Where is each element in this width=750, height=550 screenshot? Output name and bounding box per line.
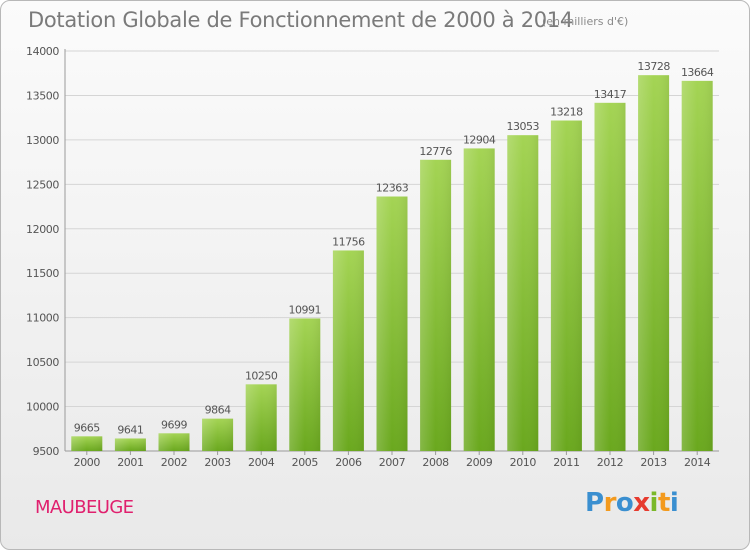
bar-shade-2007 bbox=[376, 196, 408, 451]
value-label-2009: 12904 bbox=[463, 133, 496, 146]
y-tick-label: 12000 bbox=[26, 223, 59, 236]
x-tick-label-2001: 2001 bbox=[117, 456, 143, 469]
logo-letter: x bbox=[633, 488, 650, 518]
y-tick-label: 12500 bbox=[26, 178, 59, 191]
y-tick-label: 11000 bbox=[26, 312, 59, 325]
x-tick-label-2013: 2013 bbox=[640, 456, 667, 469]
bar-shade-2014 bbox=[681, 80, 713, 451]
bar-shade-2010 bbox=[507, 135, 539, 451]
bar-shade-2006 bbox=[332, 250, 364, 451]
y-tick-label: 13500 bbox=[26, 89, 59, 102]
x-tick-label-2010: 2010 bbox=[510, 456, 537, 469]
logo-letter: i bbox=[669, 488, 679, 518]
value-label-2003: 9864 bbox=[205, 404, 231, 417]
x-tick-label-2005: 2005 bbox=[292, 456, 319, 469]
bar-shade-2004 bbox=[245, 384, 277, 451]
bar-shade-2000 bbox=[71, 436, 103, 451]
value-label-2007: 12363 bbox=[376, 182, 409, 195]
y-tick-label: 10500 bbox=[26, 356, 59, 369]
logo-letter: o bbox=[615, 488, 634, 518]
value-label-2004: 10250 bbox=[245, 369, 278, 382]
value-label-2011: 13218 bbox=[550, 106, 583, 119]
value-label-2013: 13728 bbox=[637, 60, 670, 73]
value-label-2014: 13664 bbox=[681, 66, 714, 79]
value-label-2000: 9665 bbox=[74, 421, 100, 434]
x-tick-label-2009: 2009 bbox=[466, 456, 493, 469]
commune-name: MAUBEUGE bbox=[35, 497, 134, 518]
bar-shade-2012 bbox=[594, 102, 626, 452]
x-tick-label-2012: 2012 bbox=[597, 456, 623, 469]
bar-shade-2009 bbox=[463, 148, 495, 451]
value-label-2001: 9641 bbox=[117, 423, 143, 436]
value-label-2002: 9699 bbox=[161, 418, 187, 431]
logo-letter: r bbox=[603, 488, 617, 518]
y-tick-label: 9500 bbox=[33, 445, 60, 458]
chart-subtitle: (en milliers d'€) bbox=[542, 15, 629, 28]
x-tick-label-2007: 2007 bbox=[379, 456, 406, 469]
logo-letter: i bbox=[649, 488, 659, 518]
chart-title: Dotation Globale de Fonctionnement de 20… bbox=[28, 8, 573, 32]
x-tick-label-2000: 2000 bbox=[74, 456, 101, 469]
value-label-2012: 13417 bbox=[594, 88, 627, 101]
bar-shade-2005 bbox=[289, 318, 321, 451]
x-tick-label-2014: 2014 bbox=[684, 456, 711, 469]
value-label-2010: 13053 bbox=[507, 120, 540, 133]
y-tick-label: 10000 bbox=[26, 401, 59, 414]
logo-letter: t bbox=[657, 488, 670, 518]
value-label-2006: 11756 bbox=[332, 235, 365, 248]
y-tick-label: 14000 bbox=[26, 45, 59, 58]
bar-shade-2013 bbox=[638, 75, 670, 451]
x-tick-label-2002: 2002 bbox=[161, 456, 187, 469]
bar-shade-2008 bbox=[420, 159, 452, 452]
bar-shade-2001 bbox=[114, 438, 146, 451]
bar-shade-2003 bbox=[202, 418, 234, 451]
x-tick-label-2004: 2004 bbox=[248, 456, 275, 469]
y-tick-label: 13000 bbox=[26, 134, 59, 147]
x-tick-label-2006: 2006 bbox=[335, 456, 362, 469]
y-tick-label: 11500 bbox=[26, 267, 59, 280]
bar-shade-2011 bbox=[550, 120, 582, 451]
x-tick-label-2008: 2008 bbox=[422, 456, 449, 469]
value-label-2008: 12776 bbox=[419, 145, 452, 158]
x-tick-label-2003: 2003 bbox=[204, 456, 231, 469]
proxiti-logo: Proxiti bbox=[585, 488, 695, 522]
bar-shade-2002 bbox=[158, 433, 190, 451]
logo-letter: P bbox=[585, 488, 604, 518]
x-tick-label-2011: 2011 bbox=[553, 456, 579, 469]
value-label-2005: 10991 bbox=[289, 303, 322, 316]
logo-text: Proxiti bbox=[585, 488, 679, 518]
